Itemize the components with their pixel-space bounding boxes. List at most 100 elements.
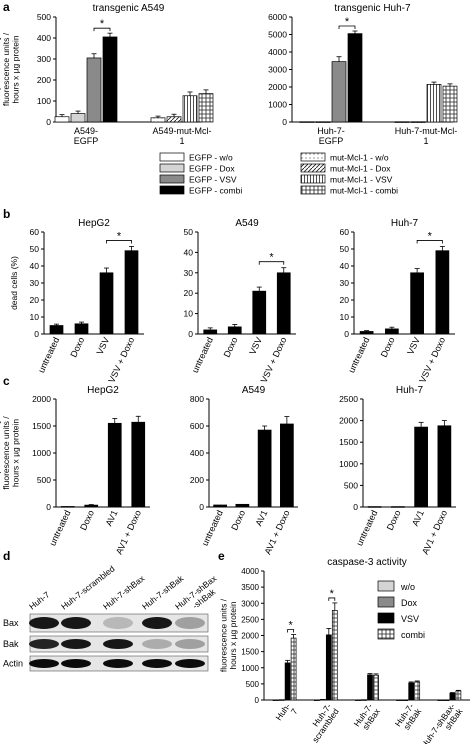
bar-untreated <box>49 325 64 335</box>
blot-band <box>61 639 91 649</box>
significance-bracket <box>416 240 443 244</box>
significance-star: * <box>269 252 274 264</box>
lane-label-line: Huh-7-shBax <box>101 573 147 612</box>
blot-band <box>103 639 133 649</box>
bar-mut-mcl-1-vsv <box>426 84 442 123</box>
x-tick-label: Doxo <box>222 336 240 359</box>
x-group-label: Huh-7-shBak <box>393 701 424 734</box>
legend-label: EGFP - Dox <box>189 164 235 174</box>
bar-combi <box>290 637 297 701</box>
legend-swatch-egfp-dox <box>159 163 185 173</box>
bar-egfp-combi <box>347 33 363 123</box>
y-tick-label: 1000 <box>268 100 287 110</box>
y-tick-label: 1500 <box>32 421 51 431</box>
y-tick-label: 3500 <box>241 583 259 592</box>
x-group-label: Huh-7 <box>273 701 299 727</box>
bar-av1-doxo <box>280 423 294 508</box>
bar-vsv <box>367 674 373 701</box>
x-group-label-line: A549-mut-Mcl- <box>152 126 211 136</box>
legend-swatch-egfp-w-o <box>159 152 185 162</box>
y-tick-label: 20 <box>340 295 350 305</box>
bar-dox <box>443 699 450 701</box>
significance-bracket <box>106 240 132 244</box>
bar-egfp-dox <box>70 113 86 123</box>
legend-label: Dox <box>401 598 418 608</box>
bar-egfp-vsv <box>86 57 102 123</box>
bar-egfp-w-o <box>54 116 70 123</box>
x-tick-label: untreated <box>47 509 72 548</box>
y-tick-label: 3000 <box>241 599 259 608</box>
bar-dox <box>319 699 326 701</box>
x-tick-label: VSV <box>247 336 264 357</box>
y-tick-label: 50 <box>30 244 40 254</box>
y-tick-label: 6000 <box>268 12 287 22</box>
legend-label: mut-Mcl-1 - combi <box>330 186 398 196</box>
y-tick-label: 4000 <box>241 567 259 576</box>
chart-title: transgenic Huh-7 <box>334 3 411 14</box>
y-axis-label-line: hours x µg protein <box>228 601 238 669</box>
y-tick-label: 60 <box>340 227 350 237</box>
y-axis-label-line: fluorescence units / <box>218 598 228 672</box>
y-tick-label: 2500 <box>339 394 358 404</box>
blot-band <box>142 639 172 649</box>
bar-dox <box>361 699 367 701</box>
x-group-label: A549-EGFP <box>74 126 99 146</box>
legend-swatch-mut-mcl-1-dox <box>300 163 326 173</box>
x-tick-label: untreated <box>36 336 61 375</box>
x-tick-label: Doxo <box>78 509 96 532</box>
y-tick-label: 2000 <box>241 632 259 641</box>
blot-row-label: Actin <box>3 659 23 669</box>
blot-band <box>29 659 59 668</box>
y-tick-label: 2000 <box>32 394 51 404</box>
panel-letter-b: b <box>3 207 10 221</box>
legend-label: EGFP - combi <box>189 186 242 196</box>
blot-band <box>61 617 91 629</box>
bar-mut-mcl-1-combi <box>442 85 458 123</box>
legend-label: mut-Mcl-1 - VSV <box>330 175 393 185</box>
x-tick-label: Doxo <box>385 509 403 532</box>
bar-vsv <box>410 272 424 335</box>
bar-mut-mcl-1-w-o <box>394 121 410 123</box>
y-tick-label: 600 <box>190 421 204 431</box>
bar-dox <box>278 699 285 701</box>
blot-row-label: Bax <box>3 618 19 628</box>
bar-w-o <box>272 699 279 701</box>
x-group-label: Huh-7-mut-Mcl-1 <box>395 126 458 146</box>
x-group-label-line: 7 <box>289 706 300 716</box>
blot-band <box>103 617 133 629</box>
bar-vsv <box>325 634 332 701</box>
panel-letter-c: c <box>3 374 10 388</box>
bar-untreated <box>60 506 75 508</box>
y-tick-label: 20 <box>184 288 194 298</box>
x-group-label-line: 1 <box>423 136 428 146</box>
y-tick-label: 2500 <box>241 615 259 624</box>
western-blot: Huh-7 Huh-7-scrambledHuh-7-shBaxHuh-7-shB… <box>3 563 219 672</box>
legend-swatch-mut-mcl-1-vsv <box>300 174 326 184</box>
panel-letter-a: a <box>3 0 10 14</box>
y-axis-label-line: hours x µg protein <box>11 419 21 487</box>
x-group-label: Huh-7-scrambled <box>303 701 341 744</box>
x-tick-label: AV1 <box>253 509 269 528</box>
x-group-label: A549-mut-Mcl-1 <box>152 126 211 146</box>
bar-vsv <box>449 692 456 701</box>
x-tick-label: Doxo <box>68 336 86 359</box>
lane-label: Huh-7-shBax <box>101 573 147 612</box>
y-axis-label: dead cells (%) <box>9 256 19 310</box>
legend-swatch-dox <box>377 596 395 608</box>
bar-untreated <box>203 329 218 335</box>
y-tick-label: 1500 <box>241 648 259 657</box>
bar-combi <box>331 609 338 701</box>
y-tick-label: 1000 <box>32 448 51 458</box>
y-tick-label: 20 <box>30 295 40 305</box>
y-tick-label: 5000 <box>268 30 287 40</box>
chart-title: A549 <box>242 385 266 396</box>
bar-av1 <box>257 429 272 508</box>
x-tick-label: Doxo <box>379 336 397 359</box>
chart-title: A549 <box>235 218 259 229</box>
panel-letter-e: e <box>218 549 225 563</box>
significance-bracket <box>93 27 111 32</box>
